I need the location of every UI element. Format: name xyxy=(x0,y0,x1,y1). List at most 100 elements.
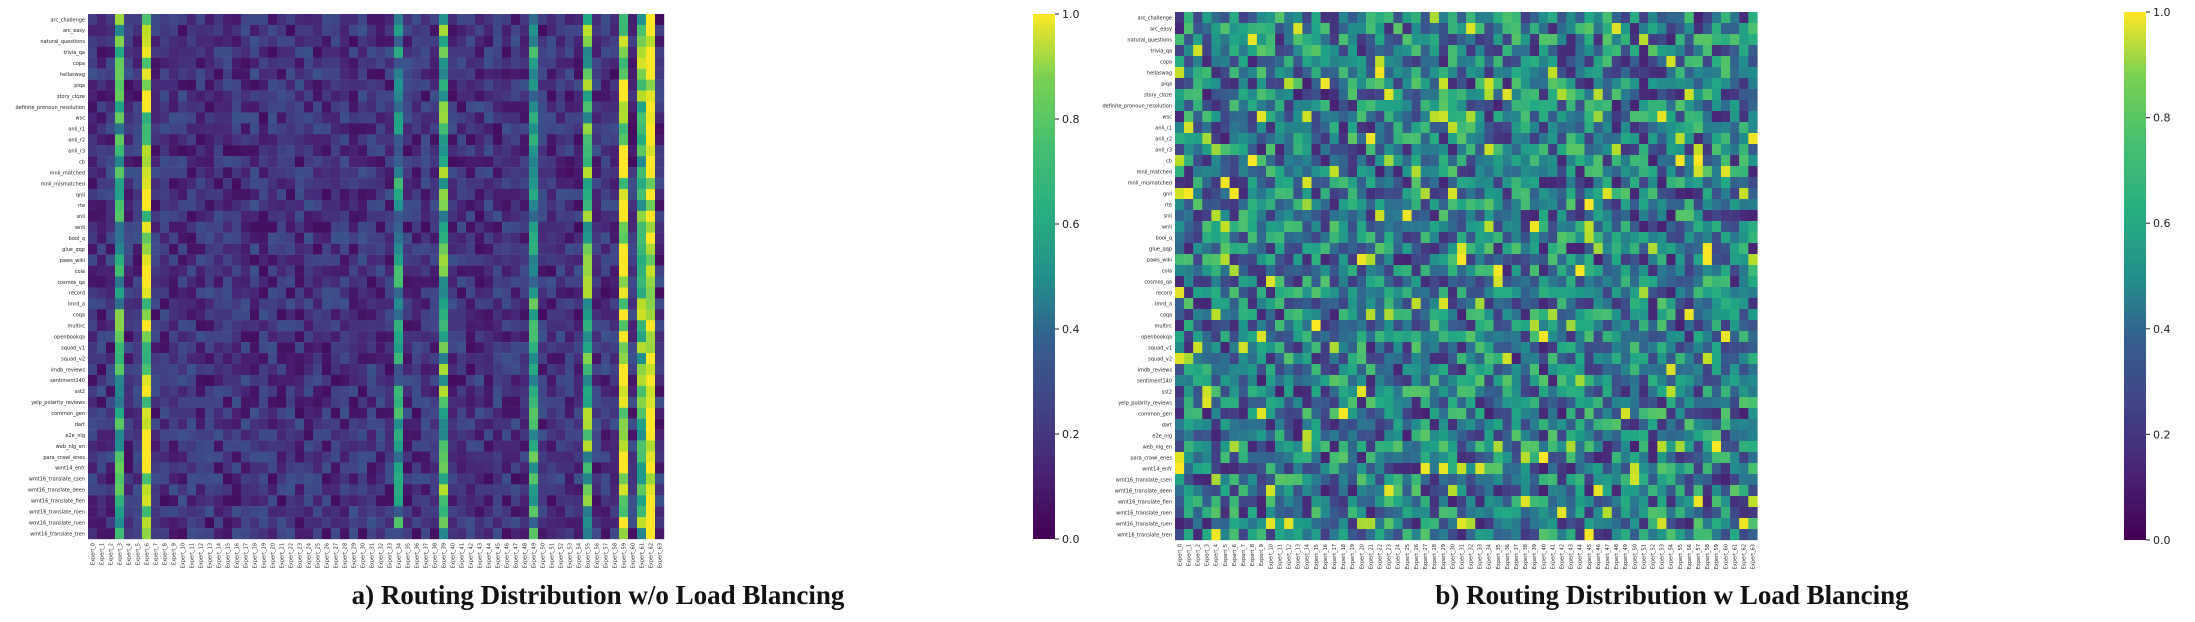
heatmap-cell xyxy=(655,254,665,266)
heatmap-cell xyxy=(547,276,557,288)
heatmap-cell xyxy=(475,484,485,496)
heatmap-cell xyxy=(1229,232,1239,244)
heatmap-cell xyxy=(1520,309,1531,321)
heatmap-cell xyxy=(403,506,413,518)
heatmap-cell xyxy=(1557,221,1567,233)
heatmap-cell xyxy=(484,517,494,529)
heatmap-cell xyxy=(1429,56,1440,68)
heatmap-cell xyxy=(583,396,593,408)
heatmap-cell xyxy=(1457,265,1467,277)
heatmap-cell xyxy=(1202,221,1212,233)
heatmap-cell xyxy=(115,429,125,441)
heatmap-cell xyxy=(313,374,323,387)
heatmap-cell xyxy=(268,101,278,113)
heatmap-cell xyxy=(1302,89,1312,101)
heatmap-cell xyxy=(1311,100,1321,112)
heatmap-cell xyxy=(1384,100,1394,112)
heatmap-cell xyxy=(430,189,440,201)
heatmap-cell xyxy=(277,210,287,223)
heatmap-cell xyxy=(1584,166,1594,178)
heatmap-cell xyxy=(1420,254,1430,266)
heatmap-cell xyxy=(322,68,332,80)
heatmap-cell xyxy=(322,462,332,474)
heatmap-cell xyxy=(295,298,305,310)
heatmap-cell xyxy=(1748,177,1758,189)
heatmap-cell xyxy=(1593,144,1603,156)
heatmap-cell xyxy=(106,232,116,244)
heatmap-cell xyxy=(304,287,314,299)
heatmap-cell xyxy=(205,232,215,244)
heatmap-cell xyxy=(142,484,152,496)
heatmap-cell xyxy=(385,210,395,223)
heatmap-cell xyxy=(115,353,125,365)
heatmap-cell xyxy=(142,243,152,255)
heatmap-cell xyxy=(142,331,152,343)
heatmap-cell xyxy=(340,57,350,69)
heatmap-cell xyxy=(403,167,413,179)
heatmap-cell xyxy=(259,145,269,157)
heatmap-cell xyxy=(1347,254,1358,266)
heatmap-cell xyxy=(1475,243,1485,255)
heatmap-cell xyxy=(538,276,548,288)
heatmap-cell xyxy=(133,506,143,518)
heatmap-cell xyxy=(538,24,548,37)
heatmap-cell xyxy=(1302,210,1312,222)
heatmap-cell xyxy=(376,68,386,80)
heatmap-cell xyxy=(529,484,539,496)
heatmap-cell xyxy=(304,68,314,80)
heatmap-cell xyxy=(1429,287,1440,299)
y-tick-label: qnli xyxy=(76,192,85,198)
heatmap-cell xyxy=(232,331,242,343)
heatmap-cell xyxy=(538,243,548,255)
heatmap-cell xyxy=(1429,298,1440,310)
heatmap-cell xyxy=(1247,144,1258,156)
heatmap-cell xyxy=(574,528,584,540)
heatmap-cell xyxy=(1557,45,1567,57)
heatmap-cell xyxy=(610,14,620,26)
heatmap-cell xyxy=(1448,254,1458,266)
heatmap-cell xyxy=(313,145,323,157)
heatmap-cell xyxy=(529,134,539,146)
heatmap-cell xyxy=(538,407,548,419)
heatmap-cell xyxy=(421,101,431,113)
heatmap-cell xyxy=(556,90,566,102)
heatmap-cell xyxy=(1493,100,1503,112)
heatmap-cell xyxy=(385,243,395,255)
heatmap-cell xyxy=(1575,221,1585,233)
heatmap-cell xyxy=(1648,287,1658,299)
heatmap-cell xyxy=(448,35,458,48)
heatmap-cell xyxy=(1202,144,1212,156)
heatmap-cell xyxy=(1711,166,1722,178)
heatmap-cell xyxy=(1557,122,1567,134)
heatmap-cell xyxy=(1748,243,1758,255)
heatmap-cell xyxy=(484,134,494,146)
heatmap-cell xyxy=(1357,155,1367,167)
heatmap-cell xyxy=(394,484,404,496)
heatmap-cell xyxy=(511,385,521,398)
heatmap-cell xyxy=(430,418,440,430)
heatmap-cell xyxy=(88,287,98,299)
heatmap-cell xyxy=(187,24,197,37)
heatmap-cell xyxy=(1202,34,1212,46)
heatmap-cell xyxy=(1193,67,1203,79)
heatmap-cell xyxy=(1711,78,1722,90)
heatmap-cell xyxy=(160,276,170,288)
heatmap-cell xyxy=(448,451,458,463)
heatmap-cell xyxy=(502,167,512,179)
heatmap-cell xyxy=(565,156,575,168)
heatmap-cell xyxy=(610,484,620,496)
heatmap-cell xyxy=(259,199,269,212)
heatmap-cell xyxy=(493,254,503,266)
heatmap-cell xyxy=(574,385,584,398)
heatmap-cell xyxy=(430,145,440,157)
heatmap-cell xyxy=(304,57,314,69)
heatmap-cell xyxy=(601,484,611,496)
heatmap-cell xyxy=(574,342,584,354)
y-tick-label: rte xyxy=(78,203,85,209)
heatmap-cell xyxy=(187,407,197,419)
heatmap-cell xyxy=(1475,265,1485,277)
heatmap-cell xyxy=(178,528,188,540)
heatmap-cell xyxy=(268,440,278,452)
heatmap-cell xyxy=(1375,199,1385,211)
y-tick-label: wmt16_translate_tren xyxy=(30,531,85,537)
